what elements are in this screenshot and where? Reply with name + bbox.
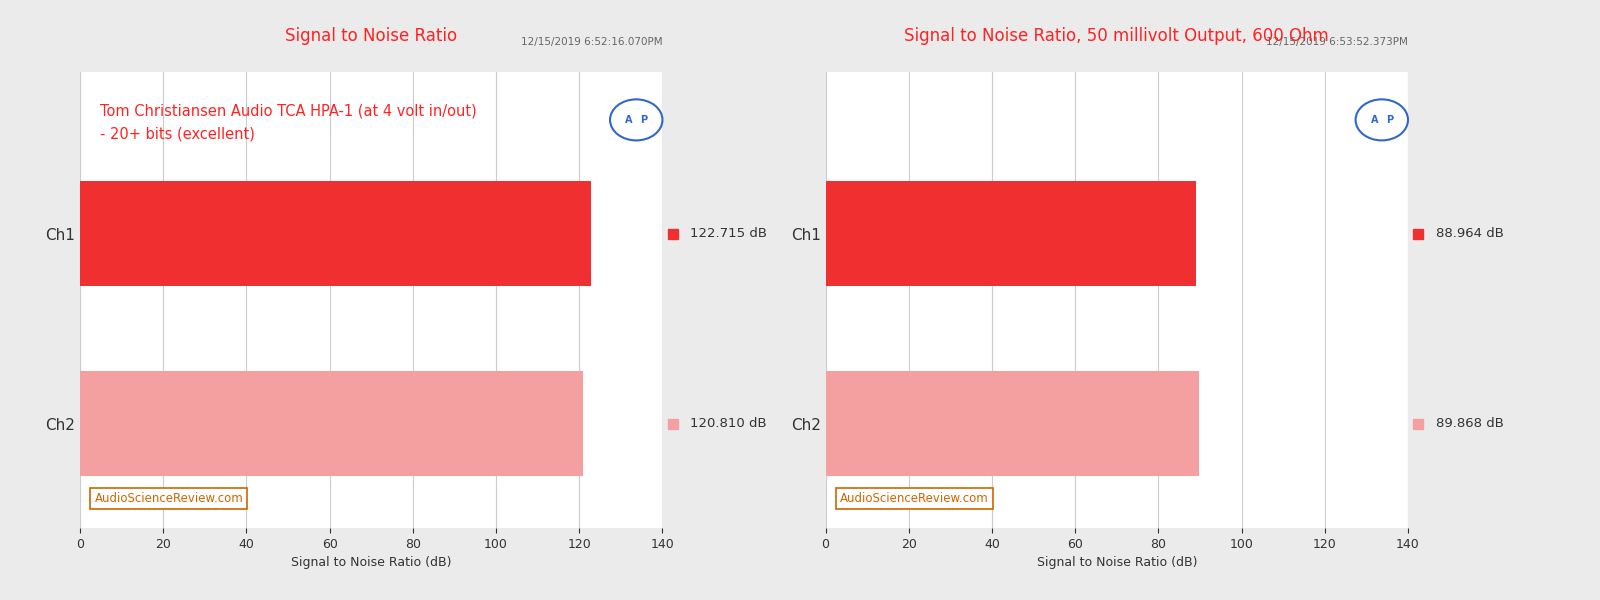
Text: A: A — [626, 115, 632, 125]
Text: 89.868 dB: 89.868 dB — [1435, 417, 1504, 430]
Text: 88.964 dB: 88.964 dB — [1435, 227, 1504, 240]
Text: AudioScienceReview.com: AudioScienceReview.com — [94, 492, 243, 505]
Text: 12/15/2019 6:53:52.373PM: 12/15/2019 6:53:52.373PM — [1266, 37, 1408, 47]
Bar — [80, 181, 590, 286]
Bar — [826, 371, 1200, 476]
Text: Tom Christiansen Audio TCA HPA-1 (at 4 volt in/out)
- 20+ bits (excellent): Tom Christiansen Audio TCA HPA-1 (at 4 v… — [101, 104, 477, 141]
Title: Signal to Noise Ratio: Signal to Noise Ratio — [285, 28, 458, 46]
Title: Signal to Noise Ratio, 50 millivolt Output, 600 Ohm: Signal to Noise Ratio, 50 millivolt Outp… — [904, 28, 1330, 46]
Text: P: P — [1386, 115, 1394, 125]
Text: A: A — [1371, 115, 1378, 125]
Text: 120.810 dB: 120.810 dB — [691, 417, 766, 430]
Text: 122.715 dB: 122.715 dB — [691, 227, 768, 240]
X-axis label: Signal to Noise Ratio (dB): Signal to Noise Ratio (dB) — [1037, 556, 1197, 569]
Text: P: P — [640, 115, 648, 125]
Text: 12/15/2019 6:52:16.070PM: 12/15/2019 6:52:16.070PM — [522, 37, 662, 47]
Bar — [80, 371, 582, 476]
Text: AudioScienceReview.com: AudioScienceReview.com — [840, 492, 989, 505]
Bar — [826, 181, 1195, 286]
X-axis label: Signal to Noise Ratio (dB): Signal to Noise Ratio (dB) — [291, 556, 451, 569]
